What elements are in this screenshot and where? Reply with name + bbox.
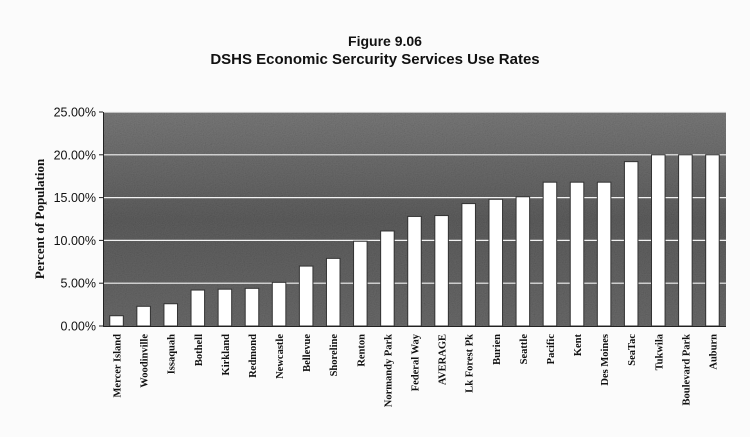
x-tick-label: Renton (356, 334, 367, 367)
x-tick-label: Normandy Park (383, 334, 394, 407)
bar (596, 181, 612, 327)
x-tick-label: Bothell (194, 334, 205, 366)
bar (407, 215, 422, 327)
bar (163, 303, 178, 327)
bar (298, 265, 314, 327)
x-tick-label: Lk Forest Pk (465, 334, 476, 393)
bar (190, 289, 206, 327)
x-tick-label: Des Moines (600, 334, 611, 386)
chart-title: DSHS Economic Sercurity Services Use Rat… (210, 51, 540, 68)
x-tick-label: Federal Way (411, 333, 422, 391)
bar (380, 230, 395, 327)
bar (461, 203, 476, 327)
y-tick-label: 20.00% (54, 148, 96, 162)
bar (488, 198, 504, 327)
y-tick-label: 5.00% (61, 277, 96, 291)
x-tick-label: SeaTac (627, 334, 638, 366)
x-tick-label: Shoreline (329, 334, 340, 377)
bar (244, 287, 260, 327)
x-tick-label: Kent (573, 334, 584, 357)
x-tick-label: Auburn (708, 334, 719, 370)
bar (109, 315, 124, 327)
bar (623, 161, 639, 327)
bar (217, 288, 233, 327)
x-tick-label: Bellevue (302, 334, 313, 372)
bar (678, 154, 693, 327)
x-tick-label: Kirkland (221, 334, 232, 376)
x-tick-label: Mercer Island (113, 334, 124, 398)
x-tick-label: Redmond (248, 334, 259, 378)
figure-number: Figure 9.06 (348, 33, 422, 49)
x-tick-label: Issaquah (167, 334, 178, 374)
bar (705, 154, 720, 327)
y-axis-label: Percent of Population (32, 158, 47, 279)
x-tick-label: Seattle (519, 334, 530, 365)
figure-heading: Figure 9.06 DSHS Economic Sercurity Serv… (0, 32, 750, 70)
x-axis: Mercer Island Woodinville Issaquah Bothell K… (113, 333, 720, 407)
y-tick-label: 0.00% (61, 320, 96, 334)
bar (651, 154, 666, 327)
x-tick-label: Tukwila (654, 333, 665, 370)
bar (515, 196, 531, 327)
x-tick-label: Boulevard Park (681, 334, 692, 406)
y-tick-label: 10.00% (54, 234, 96, 248)
x-tick-label: AVERAGE (438, 334, 449, 385)
bar (325, 257, 341, 327)
bar (542, 181, 558, 327)
bar (271, 281, 287, 327)
x-tick-label: Pacific (546, 334, 557, 365)
bar (434, 215, 449, 327)
y-tick-label: 25.00% (54, 106, 96, 120)
bar (136, 305, 151, 327)
bar (569, 181, 585, 327)
x-tick-label: Burien (492, 334, 503, 365)
bars (109, 154, 720, 327)
bar (353, 240, 368, 327)
y-tick-label: 15.00% (54, 191, 96, 205)
x-tick-label: Newcastle (275, 334, 286, 379)
y-axis: 0.00% 5.00% 10.00% 15.00% 20.00% 25.00% (54, 106, 103, 334)
x-tick-label: Woodinville (140, 334, 151, 388)
